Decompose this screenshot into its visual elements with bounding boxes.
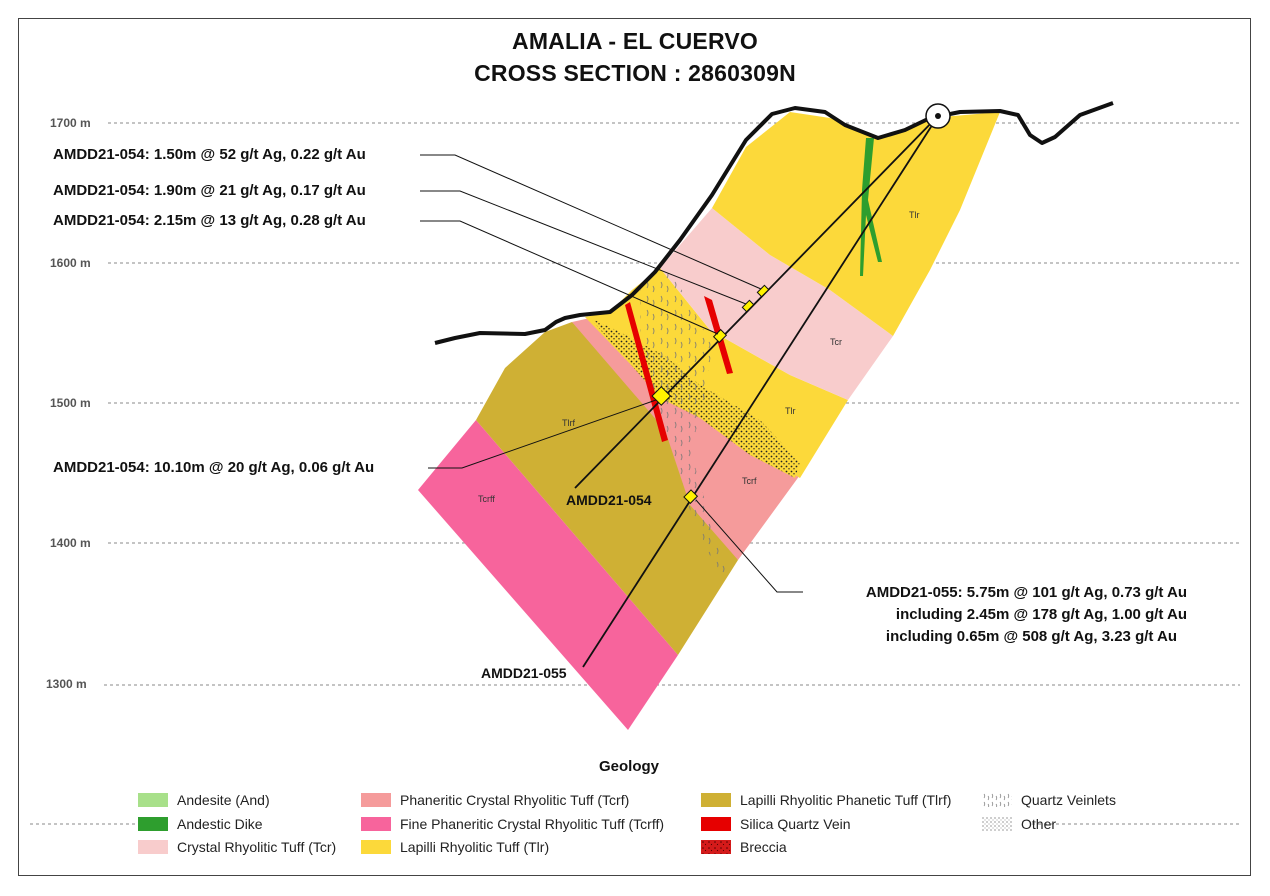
legend-item-other: Other (982, 815, 1056, 833)
collar-symbol (925, 103, 951, 129)
legend-item-tcrf: Phaneritic Crystal Rhyolitic Tuff (Tcrf) (361, 791, 629, 809)
unit-label-tlr-middle: Tlr (785, 406, 796, 416)
legend-title: Geology (599, 758, 660, 775)
legend-label-tcrf: Phaneritic Crystal Rhyolitic Tuff (Tcrf) (400, 792, 630, 808)
unit-tlr-upper (712, 112, 1000, 336)
unit-tcr (660, 208, 893, 400)
leader-2 (420, 190, 747, 305)
legend-swatch-andestic-dike (138, 817, 168, 831)
callout-intercept-5-line2: including 2.45m @ 178 g/t Ag, 1.00 g/t A… (895, 606, 1187, 623)
callout-leaders (420, 154, 803, 593)
callout-intercept-5-line3: including 0.65m @ 508 g/t Ag, 3.23 g/t A… (885, 628, 1177, 645)
legend-item-breccia: Breccia (701, 838, 787, 856)
unit-label-tcrf: Tcrf (742, 476, 757, 486)
legend-label-tcrff: Fine Phaneritic Crystal Rhyolitic Tuff (… (400, 816, 665, 832)
legend-item-tlr: Lapilli Rhyolitic Tuff (Tlr) (361, 838, 549, 856)
legend-swatch-silica-vein (701, 817, 731, 831)
geology-units (418, 112, 1000, 730)
intercept-markers (651, 284, 770, 505)
legend-label-tlr: Lapilli Rhyolitic Tuff (Tlr) (400, 839, 550, 855)
drillhole-label-055: AMDD21-055 (481, 665, 567, 681)
legend-label-tlrf: Lapilli Rhyolitic Phanetic Tuff (Tlrf) (740, 792, 952, 808)
unit-label-tlrf: Tlrf (562, 418, 575, 428)
callout-intercept-3: AMDD21-054: 2.15m @ 13 g/t Ag, 0.28 g/t … (53, 212, 366, 229)
intercept-marker-4 (651, 386, 672, 406)
legend-swatch-quartz-veinlets (982, 793, 1012, 807)
title-line-1: AMALIA - EL CUERVO (512, 28, 758, 54)
legend-swatch-other (982, 817, 1012, 831)
legend-label-andestic-dike: Andestic Dike (177, 816, 263, 832)
drillhole-traces (574, 115, 939, 668)
leader-5 (695, 499, 803, 593)
legend-item-tcr: Crystal Rhyolitic Tuff (Tcr) (138, 838, 336, 856)
drillhole-label-054: AMDD21-054 (566, 492, 652, 508)
legend-item-andestic-dike: Andestic Dike (138, 815, 263, 833)
elevation-label-1500: 1500 m (50, 396, 91, 410)
legend-swatch-tcrf (361, 793, 391, 807)
legend-label-andesite: Andesite (And) (177, 792, 270, 808)
elevation-label-1700: 1700 m (50, 116, 91, 130)
legend-item-andesite: Andesite (And) (138, 791, 270, 809)
legend-label-silica-vein: Silica Quartz Vein (740, 816, 851, 832)
callout-intercept-1: AMDD21-054: 1.50m @ 52 g/t Ag, 0.22 g/t … (53, 146, 366, 163)
legend-swatch-tlr (361, 840, 391, 854)
legend-swatch-andesite (138, 793, 168, 807)
legend-label-other: Other (1021, 816, 1057, 832)
leader-3 (420, 220, 719, 335)
callout-intercept-4: AMDD21-054: 10.10m @ 20 g/t Ag, 0.06 g/t… (53, 459, 375, 476)
quartz-veinlet-zone (640, 272, 728, 580)
legend-label-breccia: Breccia (740, 839, 787, 855)
unit-label-tlr-upper: Tlr (909, 210, 920, 220)
legend-item-quartz-veinlets: Quartz Veinlets (982, 791, 1116, 809)
callout-intercept-5-line1: AMDD21-055: 5.75m @ 101 g/t Ag, 0.73 g/t… (865, 584, 1187, 601)
andestic-dike (860, 138, 882, 276)
legend-item-tlrf: Lapilli Rhyolitic Phanetic Tuff (Tlrf) (701, 791, 951, 809)
map-frame (18, 18, 1251, 876)
leader-4 (428, 399, 657, 469)
elevation-label-1400: 1400 m (50, 536, 91, 550)
legend-item-tcrff: Fine Phaneritic Crystal Rhyolitic Tuff (… (361, 815, 664, 833)
silica-vein-1 (625, 302, 668, 442)
drillhole-trace-055 (582, 115, 939, 668)
unit-label-tcrff: Tcrff (478, 494, 495, 504)
topography-line (434, 101, 1114, 345)
drillhole-trace-054 (574, 115, 939, 489)
legend-item-silica-vein: Silica Quartz Vein (701, 815, 851, 833)
legend-swatch-tlrf (701, 793, 731, 807)
legend-swatch-tcrff (361, 817, 391, 831)
legend-swatch-breccia (701, 840, 731, 854)
unit-tlrf (476, 322, 738, 655)
title-line-2: CROSS SECTION : 2860309N (474, 60, 796, 86)
legend-swatch-tcr (138, 840, 168, 854)
intercept-marker-5 (683, 489, 699, 505)
callout-intercept-2: AMDD21-054: 1.90m @ 21 g/t Ag, 0.17 g/t … (53, 182, 366, 199)
elevation-label-1600: 1600 m (50, 256, 91, 270)
elevation-label-1300: 1300 m (46, 677, 87, 691)
leader-1 (420, 154, 762, 290)
legend-label-tcr: Crystal Rhyolitic Tuff (Tcr) (177, 839, 337, 855)
unit-label-tcr: Tcr (830, 337, 842, 347)
legend-label-quartz-veinlets: Quartz Veinlets (1021, 792, 1116, 808)
unit-tcrff (418, 420, 678, 730)
